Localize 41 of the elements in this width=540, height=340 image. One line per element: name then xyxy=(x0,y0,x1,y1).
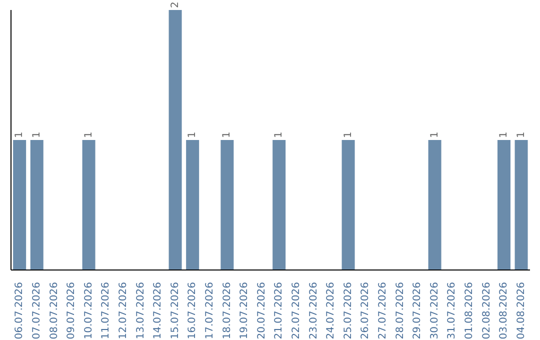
x-tick-label: 14.07.2026 xyxy=(152,282,164,340)
data-label: 1 xyxy=(498,132,510,138)
x-tick-label: 19.07.2026 xyxy=(239,282,250,340)
data-label: 1 xyxy=(187,132,198,138)
x-tick-label: 16.07.2026 xyxy=(187,282,198,340)
data-label: 1 xyxy=(516,132,527,138)
data-label: 1 xyxy=(429,132,440,138)
x-tick-label: 09.07.2026 xyxy=(66,282,78,340)
x-tick-label: 26.07.2026 xyxy=(360,282,372,340)
x-tick-label: 11.07.2026 xyxy=(100,282,112,340)
x-tick-label: 03.08.2026 xyxy=(498,282,510,340)
x-tick-label: 30.07.2026 xyxy=(429,282,440,340)
x-tick-label: 21.07.2026 xyxy=(274,282,285,340)
data-label: 1 xyxy=(342,132,354,138)
x-tick-label: 08.07.2026 xyxy=(48,282,60,340)
x-tick-label: 17.07.2026 xyxy=(204,282,216,340)
x-tick-label: 31.07.2026 xyxy=(446,282,458,340)
data-label: 1 xyxy=(83,132,94,138)
data-label: 2 xyxy=(170,2,181,8)
x-tick-label: 02.08.2026 xyxy=(481,282,492,340)
x-tick-label: 27.07.2026 xyxy=(377,282,388,340)
x-tick-label: 18.07.2026 xyxy=(222,282,233,340)
x-tick-label: 23.07.2026 xyxy=(308,282,320,340)
x-tick-label: 10.07.2026 xyxy=(83,282,94,340)
x-tick-label: 07.07.2026 xyxy=(31,282,42,340)
data-label: 1 xyxy=(31,132,42,138)
x-tick-label: 01.08.2026 xyxy=(464,282,475,340)
data-label: 1 xyxy=(14,132,26,138)
x-tick-label: 24.07.2026 xyxy=(326,282,337,340)
data-label: 1 xyxy=(222,132,233,138)
x-tick-label: 12.07.2026 xyxy=(118,282,129,340)
x-tick-label: 22.07.2026 xyxy=(290,282,302,340)
x-tick-label: 28.07.2026 xyxy=(394,282,406,340)
x-tick-label: 29.07.2026 xyxy=(412,282,424,340)
data-label: 1 xyxy=(274,132,285,138)
x-tick-label: 13.07.2026 xyxy=(135,282,146,340)
x-tick-label: 06.07.2026 xyxy=(14,282,26,340)
x-tick-label: 25.07.2026 xyxy=(342,282,354,340)
x-tick-label: 04.08.2026 xyxy=(516,282,527,340)
x-tick-label: 20.07.2026 xyxy=(256,282,268,340)
x-tick-label: 15.07.2026 xyxy=(170,282,181,340)
